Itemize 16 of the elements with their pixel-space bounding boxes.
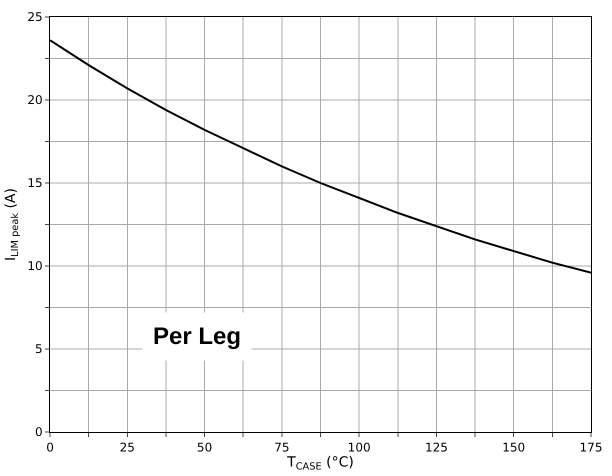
x-tick-label: 125 (424, 440, 448, 454)
x-tick-label: 25 (120, 440, 135, 454)
y-tick-label: 5 (34, 342, 43, 356)
x-tick-label: 100 (348, 440, 371, 454)
x-tick-label: 75 (274, 440, 290, 454)
y-tick-label: 20 (27, 93, 43, 108)
y-tick-label: 15 (27, 176, 43, 190)
y-tick-label: 25 (27, 10, 43, 24)
x-axis-title: T$_{CASE}$ (°C) (286, 454, 354, 472)
y-tick-label: 10 (27, 259, 43, 274)
x-tick-label: 150 (502, 440, 526, 454)
x-tick-label: 0 (46, 440, 54, 454)
y-tick-label: 0 (34, 425, 43, 440)
x-tick-label: 175 (580, 440, 602, 454)
x-tick-label: 50 (196, 440, 212, 454)
annotation: Per Leg (153, 323, 242, 350)
